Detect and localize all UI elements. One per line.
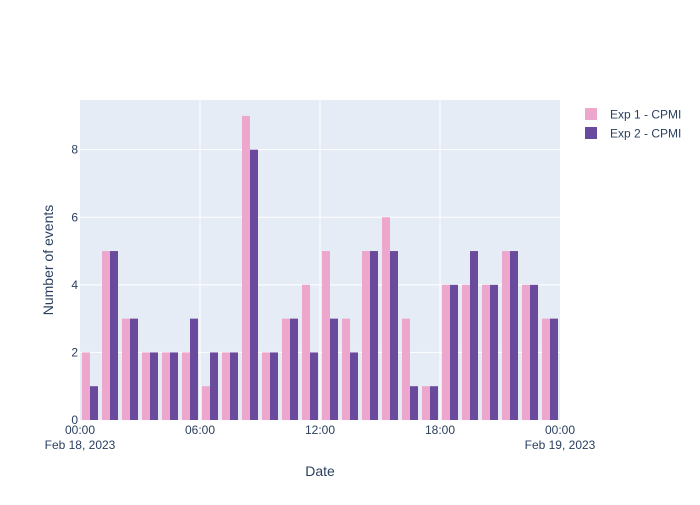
x-tick-label: 18:00: [425, 423, 455, 437]
bar-2-0400: [170, 352, 178, 420]
bar-1-1200: [322, 251, 330, 420]
bar-2-0000: [90, 386, 98, 420]
y-axis-ticks: 0 2 4 6 8: [71, 143, 78, 427]
legend-label: Exp 2 - CPMI: [610, 127, 681, 141]
bar-2-1300: [350, 352, 358, 420]
bar-1-0300: [142, 352, 150, 420]
legend-swatch: [585, 127, 597, 139]
bar-1-0700: [222, 352, 230, 420]
bar-1-0800: [242, 115, 250, 421]
bar-2-2300: [550, 318, 558, 420]
legend-item[interactable]: Exp 2 - CPMI: [585, 127, 681, 141]
y-tick-label: 2: [71, 345, 78, 359]
bar-1-1300: [342, 318, 350, 420]
bar-1-0500: [182, 352, 190, 420]
bar-2-2100: [510, 251, 518, 420]
y-tick-label: 6: [71, 210, 78, 224]
legend-item[interactable]: Exp 1 - CPMI: [585, 108, 681, 122]
bar-1-2000: [482, 284, 490, 420]
y-tick-label: 4: [71, 278, 78, 292]
bar-1-1400: [362, 251, 370, 420]
bar-1-1800: [442, 284, 450, 420]
bar-1-0600: [202, 386, 210, 420]
y-axis-title: Number of events: [40, 205, 56, 316]
bar-2-1700: [430, 386, 438, 420]
x-tick-label: 06:00: [185, 423, 215, 437]
bar-2-0300: [150, 352, 158, 420]
bar-1-1700: [422, 386, 430, 420]
x-tick-label: 12:00: [305, 423, 335, 437]
bar-2-0200: [130, 318, 138, 420]
x-tick-label: 00:00: [65, 423, 95, 437]
bar-2-1000: [290, 318, 298, 420]
bar-2-0700: [230, 352, 238, 420]
bar-1-0900: [262, 352, 270, 420]
bar-2-0800: [250, 149, 258, 420]
bar-1-0100: [102, 251, 110, 420]
gridlines: [80, 100, 560, 420]
bar-1-0400: [162, 352, 170, 420]
x-tick-date-label: Feb 18, 2023: [45, 438, 116, 452]
bar-2-0900: [270, 352, 278, 420]
x-axis-title: Date: [305, 463, 335, 479]
bar-1-0000: [82, 352, 90, 420]
y-tick-label: 0: [71, 413, 78, 427]
bar-2-0500: [190, 318, 198, 420]
bar-2-1800: [450, 284, 458, 420]
bar-1-1600: [402, 318, 410, 420]
x-tick-label: 00:00: [545, 423, 575, 437]
bar-2-1900: [470, 251, 478, 420]
bar-2-1400: [370, 251, 378, 420]
bar-2-0600: [210, 352, 218, 420]
bar-2-1500: [390, 251, 398, 420]
bar-1-2300: [542, 318, 550, 420]
bar-1-2200: [522, 284, 530, 420]
bar-2-2000: [490, 284, 498, 420]
bars: [82, 115, 558, 421]
bar-2-1600: [410, 386, 418, 420]
legend: Exp 1 - CPMI Exp 2 - CPMI: [585, 108, 681, 141]
bar-1-1500: [382, 217, 390, 420]
y-tick-label: 8: [71, 143, 78, 157]
bar-2-2200: [530, 284, 538, 420]
bar-2-1200: [330, 318, 338, 420]
bar-1-0200: [122, 318, 130, 420]
legend-label: Exp 1 - CPMI: [610, 108, 681, 122]
bar-1-1900: [462, 284, 470, 420]
bar-1-1100: [302, 284, 310, 420]
x-tick-date-label: Feb 19, 2023: [525, 438, 596, 452]
legend-swatch: [585, 108, 597, 120]
bar-2-0100: [110, 251, 118, 420]
bar-2-1100: [310, 352, 318, 420]
bar-1-1000: [282, 318, 290, 420]
bar-1-2100: [502, 251, 510, 420]
